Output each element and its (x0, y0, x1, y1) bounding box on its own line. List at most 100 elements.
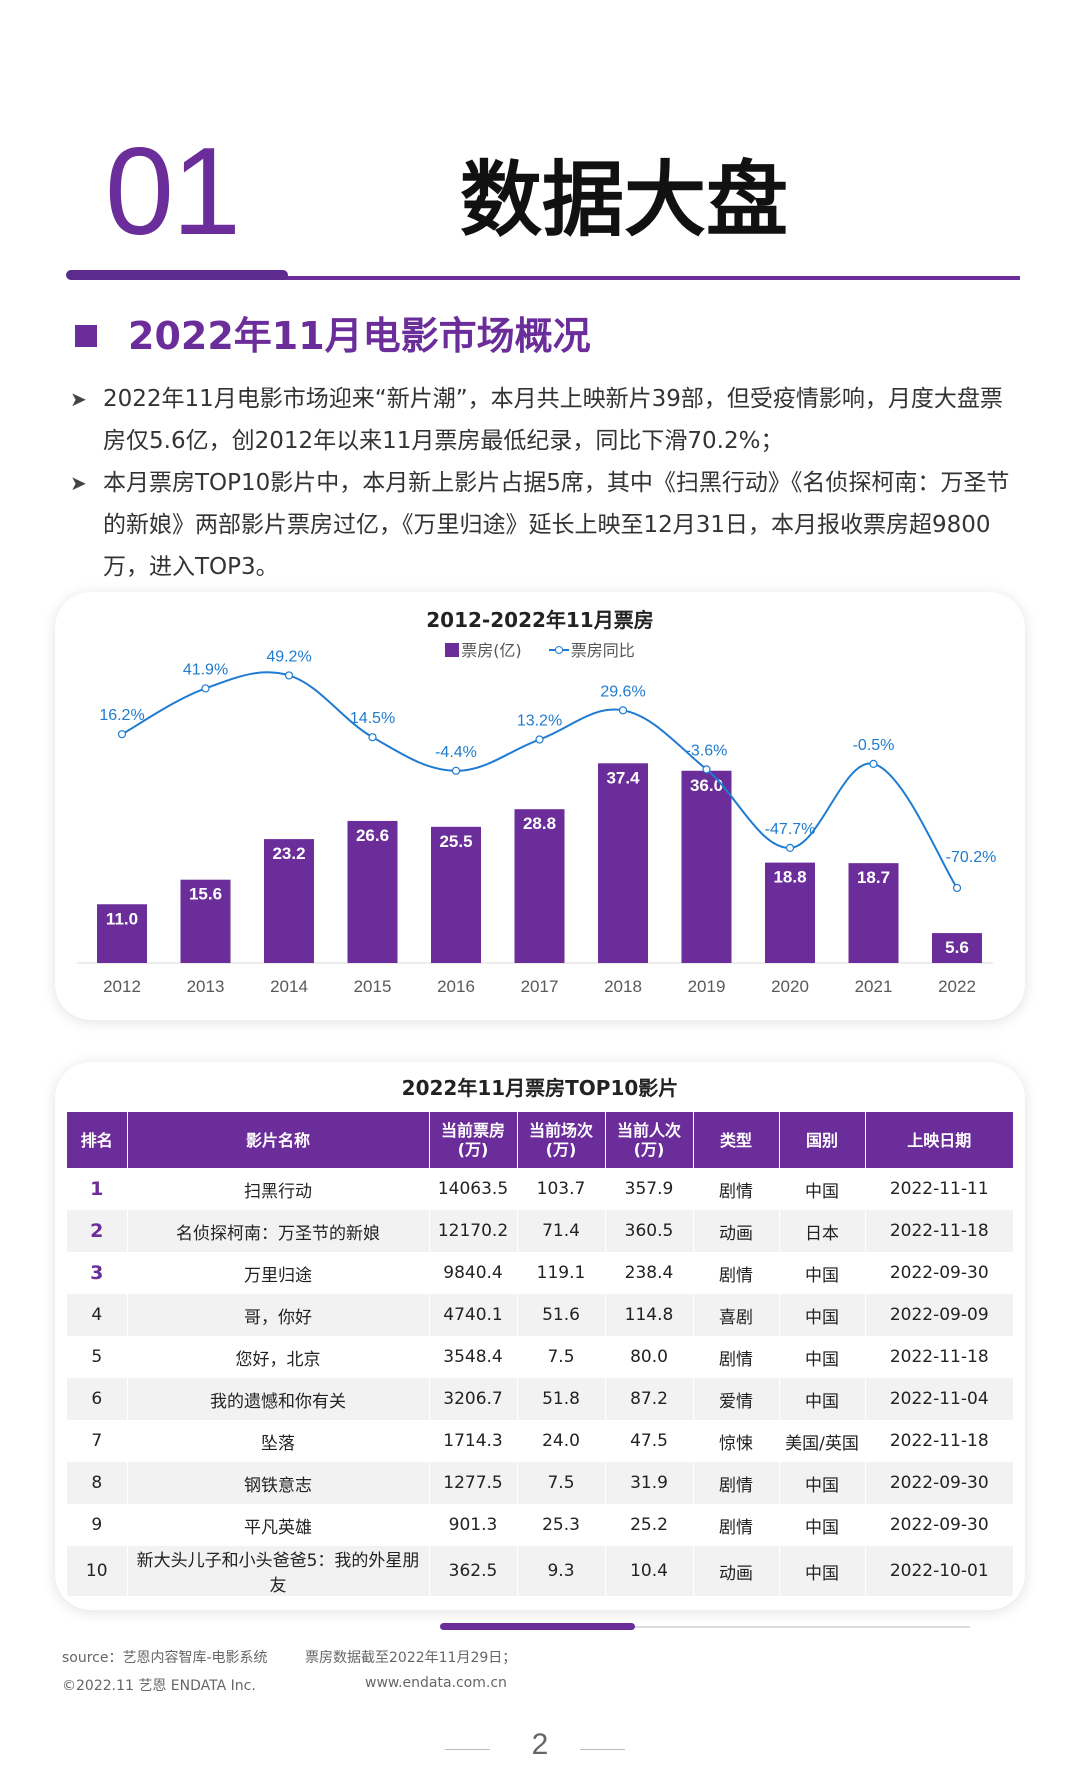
rank-cell: 2 (67, 1210, 128, 1252)
table-cell: 9.3 (517, 1546, 606, 1596)
x-tick-label: 2018 (604, 977, 642, 996)
table-cell: 12170.2 (429, 1210, 518, 1252)
x-tick-label: 2012 (103, 977, 141, 996)
table-cell: 24.0 (517, 1420, 606, 1462)
table-cell: 2022-11-18 (889, 1347, 989, 1367)
yoy-point (869, 759, 878, 768)
film-title-cell: 名侦探柯南：万圣节的新娘 (127, 1210, 430, 1252)
table-cell: 901.3 (429, 1504, 518, 1546)
yoy-value-label: 41.9% (183, 661, 228, 678)
carousel-indicator[interactable] (440, 1623, 635, 1630)
bar-2013 (180, 879, 231, 963)
bar-2017 (514, 809, 565, 963)
yoy-value-label: -3.6% (686, 742, 728, 759)
bar-2012 (97, 904, 147, 963)
bullet-text: 2022年11月电影市场迎来“新片潮”，本月共上映新片39部，但受疫情影响，月度… (103, 386, 1003, 454)
table-cell: 中国 (779, 1252, 866, 1294)
table-cell: 360.5 (605, 1210, 694, 1252)
bullet-paragraph-1: ➤ 2022年11月电影市场迎来“新片潮”，本月共上映新片39部，但受疫情影响，… (70, 378, 1020, 462)
table-cell: 1714.3 (429, 1420, 518, 1462)
table-cell: 2022-09-30 (889, 1263, 989, 1283)
bar-value-label: 28.8 (523, 814, 556, 833)
legend-line-swatch (548, 646, 569, 654)
table-cell: 25.2 (605, 1504, 694, 1546)
table-cell: 10.4 (605, 1546, 694, 1596)
yoy-point (201, 684, 210, 693)
table-cell: 中国 (779, 1168, 866, 1210)
table-cell: 4740.1 (429, 1294, 518, 1336)
table-row: 7 坠落 1714.3 24.0 47.5 惊悚 美国/英国 2022-11-18 (67, 1420, 1013, 1462)
table-cell: 87.2 (605, 1378, 694, 1420)
table-cell: 2022-10-01 (865, 1546, 1013, 1596)
top10-table-card: 2022年11月票房TOP10影片 排名 影片名称 当前票房 (万) 当前场次 (万) 当前… (55, 1062, 1025, 1610)
table-cell: 动画 (693, 1546, 780, 1596)
table-cell: 119.1 (517, 1252, 606, 1294)
table-header-cell: 上映日期 (865, 1112, 1013, 1168)
table-cell: 114.8 (605, 1294, 694, 1336)
yoy-value-label: -70.2% (946, 849, 997, 866)
table-cell: 47.5 (605, 1420, 694, 1462)
table-cell: 2022-11-11 (889, 1179, 989, 1199)
x-tick-label: 2022 (938, 977, 976, 996)
table-cell: 3206.7 (429, 1378, 518, 1420)
footer-source: source：艺恩内容智库-电影系统 (62, 1650, 268, 1666)
section-title: 数据大盘 (460, 153, 789, 248)
yoy-point (618, 706, 628, 715)
rank-cell: 3 (67, 1252, 128, 1294)
film-title-cell: 坠落 (127, 1420, 430, 1462)
header-divider (70, 276, 1020, 280)
film-title-cell: 新大头儿子和小头爸爸5：我的外星朋友 (127, 1546, 430, 1596)
table-cell: 喜剧 (693, 1294, 780, 1336)
table-cell: 2022-09-30 (889, 1515, 989, 1535)
yoy-value-label: 29.6% (600, 683, 645, 700)
table-header-cell: 排名 (67, 1112, 128, 1168)
box-office-chart: 11.0 2012 15.6 2013 23.2 2014 26.6 2015 25.5 2016… (77, 648, 997, 996)
header-text: 当前人次 (616, 1121, 681, 1140)
table-cell: 中国 (779, 1336, 866, 1378)
table-cell: 71.4 (517, 1210, 606, 1252)
table-cell: 2022-09-09 (865, 1294, 1013, 1336)
yoy-line (121, 671, 958, 889)
table-cell: 357.9 (605, 1168, 694, 1210)
bar-2016 (431, 826, 481, 963)
table-cell: 2022-11-04 (865, 1378, 1013, 1420)
chart-title: 2012-2022年11月票房 (426, 608, 654, 632)
rank-cell: 5 (67, 1336, 128, 1378)
rank-cell: 8 (67, 1462, 128, 1504)
yoy-point (785, 843, 795, 853)
bar-2020 (765, 862, 815, 963)
table-row: 8 钢铁意志 1277.5 7.5 31.9 剧情 中国 2022-09-30 (67, 1462, 1013, 1504)
bar-value-label: 26.6 (356, 826, 389, 845)
x-tick-label: 2015 (354, 977, 392, 996)
table-row: 2 名侦探柯南：万圣节的新娘 12170.2 71.4 360.5 动画 日本 2022-11… (67, 1210, 1013, 1252)
film-title-cell: 钢铁意志 (127, 1462, 430, 1504)
header-text: (万) (457, 1140, 489, 1159)
table-cell: 1277.5 (429, 1462, 518, 1504)
footer-website[interactable]: www.endata.com.cn (365, 1675, 507, 1691)
film-title-cell: 万里归途 (127, 1252, 430, 1294)
table-cell: 238.4 (605, 1252, 694, 1294)
table-cell: 2022-09-30 (865, 1462, 1013, 1504)
yoy-point (952, 883, 962, 893)
table-cell: 2022-11-18 (889, 1431, 989, 1451)
table-cell: 剧情 (693, 1504, 780, 1546)
header-text: 排名 (80, 1130, 113, 1150)
table-cell: 剧情 (693, 1462, 780, 1504)
x-tick-label: 2013 (187, 977, 225, 996)
table-cell: 14063.5 (429, 1168, 518, 1210)
header-text: 上映日期 (907, 1130, 972, 1150)
legend-bar-swatch (445, 643, 460, 657)
bar-2021 (848, 863, 899, 963)
table-cell: 中国 (779, 1504, 866, 1546)
bar-value-label: 18.8 (773, 868, 806, 887)
header-text: 类型 (719, 1130, 752, 1150)
bar-value-label: 5.6 (945, 938, 969, 957)
rank-cell: 6 (67, 1378, 128, 1420)
footer-note: 票房数据截至2022年11月29日； (305, 1650, 517, 1666)
table-cell: 中国 (779, 1462, 866, 1504)
yoy-value-label: 14.5% (350, 710, 395, 727)
legend-bar-label: 票房(亿) (461, 641, 522, 660)
section-number: 01 (105, 123, 241, 261)
table-cell: 25.3 (517, 1504, 606, 1546)
x-tick-label: 2016 (437, 977, 475, 996)
